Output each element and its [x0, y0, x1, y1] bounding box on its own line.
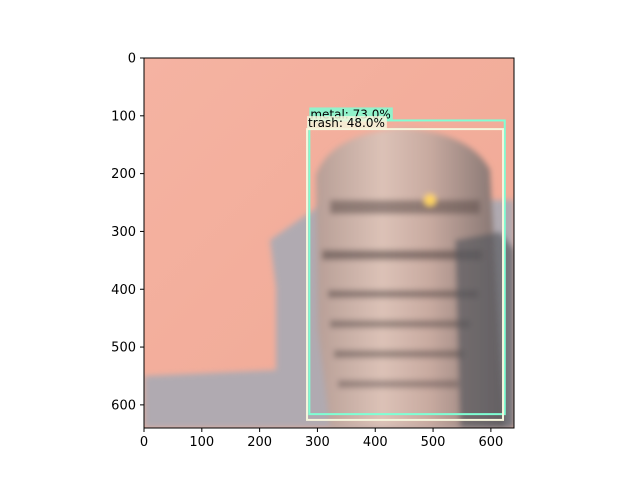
detection-box: [306, 128, 505, 421]
detection-label-bg: [307, 116, 387, 130]
y-tick-label: 500: [111, 341, 136, 356]
y-tick-label: 300: [111, 225, 136, 240]
x-tick-label: 400: [363, 435, 388, 450]
y-tick-label: 600: [111, 398, 136, 413]
x-tick-label: 300: [305, 435, 330, 450]
axes-frame: [143, 57, 515, 429]
x-tick-label: 200: [247, 435, 272, 450]
y-tick-label: 200: [111, 167, 136, 182]
detection-box: [308, 119, 506, 416]
y-tick-label: 0: [128, 52, 136, 67]
y-tick-label: 100: [111, 109, 136, 124]
x-tick-label: 100: [189, 435, 214, 450]
x-tick-label: 600: [478, 435, 503, 450]
y-axis: 0 100 200 300 400 500 600: [111, 52, 144, 413]
x-axis: 0 100 200 300 400 500 600: [140, 428, 503, 450]
detection-label: trash: 48.0%: [308, 116, 385, 130]
x-tick-label: 500: [421, 435, 446, 450]
x-tick-label: 0: [140, 435, 148, 450]
y-tick-label: 400: [111, 283, 136, 298]
detection-overlay: metal: 73.0%trash: 48.0%: [306, 107, 506, 421]
